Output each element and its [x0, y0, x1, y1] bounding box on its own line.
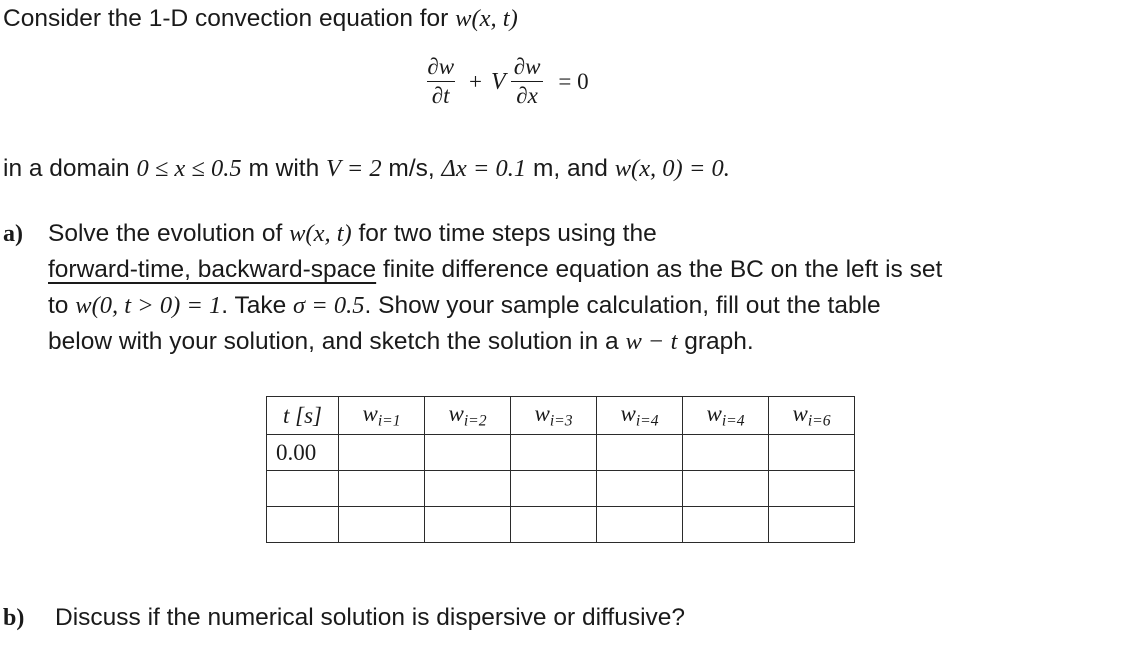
intro-text: Consider the 1-D convection equation for — [3, 5, 456, 32]
table-value-cell[interactable] — [510, 470, 597, 507]
table-header-cell: wi=6 — [768, 396, 855, 435]
solution-table: t [s] wi=1 wi=2 wi=3 wi=4 wi=4 wi=6 0.00 — [266, 396, 855, 543]
text-segment: σ = 0.5 — [293, 292, 365, 319]
table-value-cell[interactable] — [338, 434, 425, 471]
table-value-cell[interactable] — [768, 434, 855, 471]
velocity-coefficient: V — [491, 68, 506, 95]
domain-line: in a domain 0 ≤ x ≤ 0.5 m with V = 2 m/s… — [3, 152, 730, 186]
header-subscript: i=6 — [807, 412, 831, 430]
text-segment: . Show your sample calculation, fill out… — [364, 292, 881, 319]
domain-unit-3: m, and — [526, 155, 615, 182]
question-a-line-4: below with your solution, and sketch the… — [48, 324, 1133, 360]
table-header-cell: t [s] — [266, 396, 339, 435]
partial-w-partial-x-fraction: ∂w ∂x — [509, 54, 546, 109]
table-header-cell: wi=3 — [510, 396, 597, 435]
text-segment: for two time steps using the — [351, 220, 657, 247]
table-header-row: t [s] wi=1 wi=2 wi=3 wi=4 wi=4 wi=6 — [266, 396, 855, 435]
header-symbol: w — [448, 400, 464, 426]
table-value-cell[interactable] — [510, 434, 597, 471]
question-b: b) Discuss if the numerical solution is … — [0, 600, 1140, 636]
question-b-label: b) — [3, 605, 25, 631]
table-time-cell[interactable] — [266, 506, 339, 543]
question-a-body: Solve the evolution of w(x, t) for two t… — [48, 216, 1133, 360]
header-subscript: i=3 — [549, 412, 573, 430]
domain-unit-2: m/s, — [381, 155, 442, 182]
table-value-cell[interactable] — [768, 506, 855, 543]
table-row — [266, 470, 855, 507]
text-segment: w(x, t) — [289, 220, 352, 247]
table-row: 0.00 — [266, 434, 855, 471]
text-segment: . Take — [221, 292, 294, 319]
question-a-label: a) — [3, 221, 23, 247]
display-equation: ∂w ∂t + V ∂w ∂x = 0 — [0, 54, 1010, 109]
table-value-cell[interactable] — [768, 470, 855, 507]
intro-line: Consider the 1-D convection equation for… — [3, 2, 518, 36]
header-subscript: i=4 — [721, 412, 745, 430]
text-segment: graph. — [677, 328, 754, 355]
text-segment: to — [48, 292, 76, 319]
table-header-cell: wi=1 — [338, 396, 425, 435]
domain-initial-condition: w(x, 0) = 0. — [614, 155, 730, 182]
text-segment: Discuss if the numerical solution is dis… — [55, 604, 686, 631]
table-row — [266, 506, 855, 543]
table-value-cell[interactable] — [424, 506, 511, 543]
question-a-line-2: forward-time, backward-space finite diff… — [48, 252, 1133, 288]
domain-range: 0 ≤ x ≤ 0.5 — [136, 155, 242, 182]
header-symbol: t — [283, 402, 290, 428]
table-value-cell[interactable] — [338, 470, 425, 507]
text-segment: below with your solution, and sketch the… — [48, 328, 626, 355]
dw-dx-denominator: ∂x — [511, 80, 543, 109]
domain-prefix: in a domain — [3, 155, 137, 182]
header-symbol: w — [534, 400, 550, 426]
header-unit: [s] — [289, 402, 322, 428]
text-segment: finite difference equation as the BC on … — [376, 256, 943, 283]
table-time-cell[interactable]: 0.00 — [266, 434, 339, 471]
table-value-cell[interactable] — [596, 434, 683, 471]
table-value-cell[interactable] — [338, 506, 425, 543]
dw-dt-denominator: ∂t — [426, 80, 455, 109]
table-value-cell[interactable] — [682, 506, 769, 543]
equation-row: ∂w ∂t + V ∂w ∂x = 0 — [421, 54, 589, 109]
text-segment: w − t — [625, 328, 678, 355]
header-subscript: i=2 — [463, 412, 487, 430]
table-value-cell[interactable] — [682, 470, 769, 507]
text-segment: Solve the evolution of — [48, 220, 290, 247]
domain-grid-spacing: Δx = 0.1 — [441, 155, 527, 182]
header-symbol: w — [362, 400, 378, 426]
table-value-cell[interactable] — [682, 434, 769, 471]
dw-dx-numerator: ∂w — [513, 54, 541, 79]
table-time-cell[interactable] — [266, 470, 339, 507]
equals-zero: = 0 — [558, 69, 589, 95]
table-header-cell: wi=4 — [596, 396, 683, 435]
header-subscript: i=4 — [635, 412, 659, 430]
table-header-cell: wi=4 — [682, 396, 769, 435]
header-symbol: w — [620, 400, 636, 426]
header-symbol: w — [792, 400, 808, 426]
question-b-line-1: Discuss if the numerical solution is dis… — [55, 600, 1140, 636]
question-a: a) Solve the evolution of w(x, t) for tw… — [0, 216, 1133, 360]
partial-w-partial-t-fraction: ∂w ∂t — [422, 54, 459, 109]
header-subscript: i=1 — [377, 412, 401, 430]
text-segment: forward-time, backward-space — [48, 256, 377, 283]
table-value-cell[interactable] — [424, 434, 511, 471]
dw-dt-numerator: ∂w — [427, 54, 455, 79]
solution-table-body: t [s] wi=1 wi=2 wi=3 wi=4 wi=4 wi=6 0.00 — [266, 396, 855, 543]
text-segment: w(0, t > 0) = 1 — [75, 292, 222, 319]
table-value-cell[interactable] — [510, 506, 597, 543]
table-header-cell: wi=2 — [424, 396, 511, 435]
table-value-cell[interactable] — [596, 506, 683, 543]
domain-unit-1: m with — [241, 155, 327, 182]
intro-function-args: (x, t) — [471, 5, 518, 32]
question-a-line-1: Solve the evolution of w(x, t) for two t… — [48, 216, 1133, 252]
solution-table-container: t [s] wi=1 wi=2 wi=3 wi=4 wi=4 wi=6 0.00 — [266, 396, 855, 543]
header-symbol: w — [706, 400, 722, 426]
question-a-line-3: to w(0, t > 0) = 1. Take σ = 0.5. Show y… — [48, 288, 1133, 324]
plus-operator: + — [469, 69, 483, 95]
intro-function-w: w — [455, 5, 472, 32]
question-b-body: Discuss if the numerical solution is dis… — [55, 600, 1140, 636]
domain-velocity: V = 2 — [326, 155, 382, 182]
table-value-cell[interactable] — [596, 470, 683, 507]
table-value-cell[interactable] — [424, 470, 511, 507]
